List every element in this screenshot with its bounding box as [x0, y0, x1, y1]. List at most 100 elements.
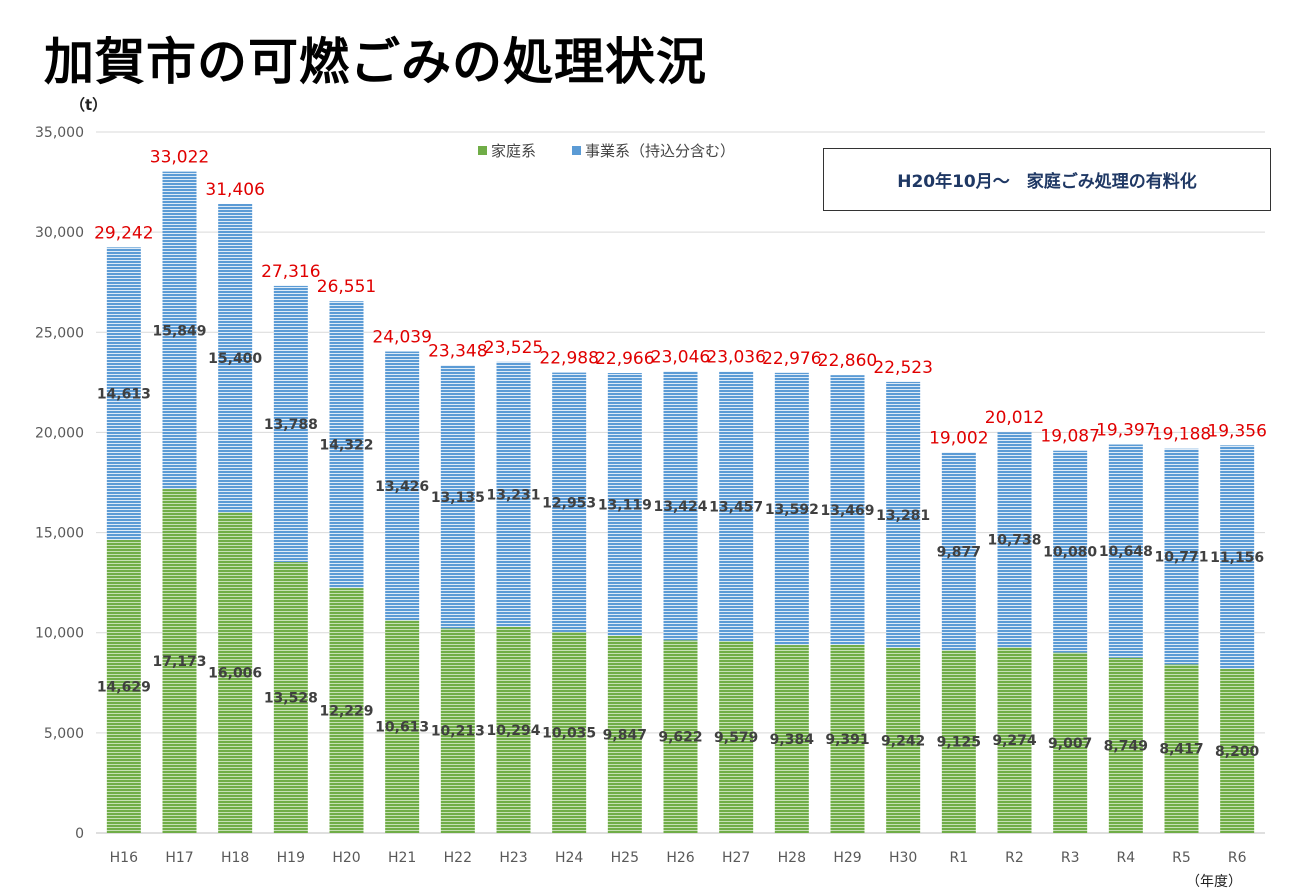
bar-business [218, 203, 253, 513]
bar-household [552, 632, 587, 833]
data-label-total: 19,087 [1040, 427, 1099, 447]
bar-household [440, 628, 475, 833]
x-tick-label: H29 [833, 850, 861, 866]
data-label-total: 24,039 [372, 328, 431, 348]
legend-swatch-household [478, 146, 487, 155]
data-label-household: 17,173 [152, 654, 206, 670]
x-tick-label: R3 [1061, 850, 1080, 866]
data-label-household: 10,294 [486, 723, 540, 739]
x-tick-label: H24 [555, 850, 583, 866]
bar-business [273, 285, 308, 563]
bar-business [162, 171, 197, 490]
data-label-total: 26,551 [317, 277, 376, 297]
x-tick-label: H28 [778, 850, 806, 866]
data-label-total: 23,046 [651, 347, 710, 367]
data-label-household: 12,229 [319, 704, 373, 720]
y-tick-label: 25,000 [35, 325, 84, 341]
data-label-household: 9,579 [714, 730, 758, 746]
x-tick-label: H22 [444, 850, 472, 866]
data-label-total: 22,860 [818, 351, 877, 371]
y-axis-unit: （t） [70, 96, 107, 114]
data-label-business: 14,613 [97, 387, 151, 403]
data-label-business: 15,400 [208, 351, 262, 367]
bar-business [385, 351, 420, 621]
y-tick-label: 0 [75, 826, 84, 842]
data-label-total: 29,242 [94, 223, 153, 243]
bar-business [1108, 444, 1143, 658]
data-label-business: 13,231 [486, 487, 540, 503]
bar-household [162, 489, 197, 833]
bar-household [1108, 657, 1143, 833]
bar-household [607, 635, 642, 833]
data-label-total: 31,406 [205, 180, 264, 200]
x-tick-label: H27 [722, 850, 750, 866]
data-label-household: 8,200 [1215, 744, 1260, 760]
x-tick-label: R5 [1172, 850, 1191, 866]
data-label-business: 13,281 [876, 508, 930, 524]
data-label-household: 8,417 [1159, 742, 1203, 758]
policy-note-box: H20年10月～ 家庭ごみ処理の有料化 [823, 148, 1271, 211]
bar-business [1053, 450, 1088, 653]
x-tick-label: H20 [332, 850, 360, 866]
data-label-business: 13,426 [375, 479, 429, 495]
x-tick-label: R4 [1117, 850, 1136, 866]
data-label-household: 9,242 [881, 733, 925, 749]
legend-label-household: 家庭系 [491, 142, 536, 160]
data-label-total: 19,002 [929, 428, 988, 448]
data-label-household: 9,847 [603, 727, 647, 743]
data-label-household: 14,629 [97, 680, 151, 696]
data-label-household: 9,384 [770, 732, 815, 748]
y-tick-label: 30,000 [35, 225, 84, 241]
data-label-household: 10,613 [375, 720, 429, 736]
data-label-total: 22,966 [595, 349, 654, 369]
legend-swatch-business [572, 146, 581, 155]
x-tick-label: H23 [499, 850, 527, 866]
bar-household [1220, 668, 1255, 833]
data-label-business: 10,648 [1099, 544, 1153, 560]
bar-business [663, 371, 698, 641]
bar-business [329, 301, 364, 589]
bar-household [496, 626, 531, 833]
bar-business [496, 361, 531, 627]
legend: 家庭系 事業系（持込分含む） [478, 142, 735, 160]
data-label-total: 22,988 [539, 349, 598, 369]
data-label-total: 23,525 [484, 338, 543, 358]
bar-business [886, 381, 921, 648]
x-tick-label: H26 [666, 850, 694, 866]
data-label-total: 22,523 [873, 358, 932, 378]
data-label-household: 13,528 [264, 691, 318, 707]
data-label-household: 8,749 [1104, 738, 1148, 754]
data-label-total: 19,188 [1152, 425, 1211, 445]
x-tick-label: R1 [950, 850, 969, 866]
x-tick-label: H18 [221, 850, 249, 866]
x-axis-unit: （年度） [1186, 874, 1242, 890]
bar-business [997, 432, 1032, 648]
x-tick-label: R6 [1228, 850, 1247, 866]
data-label-business: 13,788 [264, 417, 318, 433]
x-tick-label: R2 [1005, 850, 1024, 866]
bar-household [663, 640, 698, 833]
data-label-household: 9,622 [658, 730, 702, 746]
bar-business [106, 247, 141, 541]
bar-business [941, 452, 976, 651]
data-label-business: 10,080 [1043, 545, 1097, 561]
data-label-household: 9,125 [937, 735, 981, 751]
legend-label-business: 事業系（持込分含む） [585, 142, 735, 160]
data-label-total: 19,397 [1096, 421, 1155, 441]
bar-business [774, 372, 809, 646]
page-title: 加賀市の可燃ごみの処理状況 [44, 33, 707, 91]
data-label-business: 13,469 [820, 503, 874, 519]
data-label-total: 23,348 [428, 341, 487, 361]
bar-household [1053, 652, 1088, 833]
bar-household [719, 641, 754, 833]
data-label-household: 10,035 [542, 726, 596, 742]
data-label-household: 9,007 [1048, 736, 1092, 752]
data-label-business: 10,738 [987, 533, 1041, 549]
bar-household [106, 540, 141, 833]
bar-household [997, 647, 1032, 833]
x-tick-label: H25 [611, 850, 639, 866]
data-label-business: 10,771 [1154, 550, 1208, 566]
bar-household [1164, 664, 1199, 833]
data-label-household: 9,274 [992, 733, 1037, 749]
bar-business [440, 365, 475, 629]
